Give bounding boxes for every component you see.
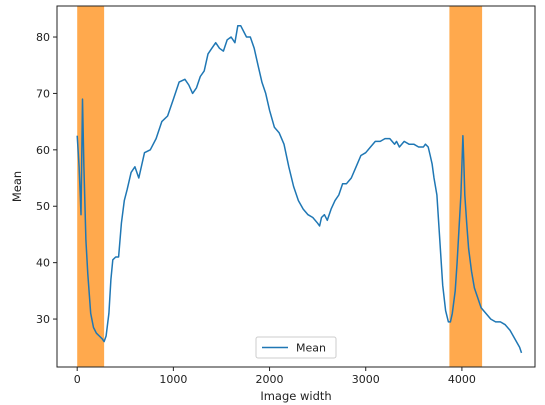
y-axis-label: Mean xyxy=(10,171,24,202)
x-axis-label: Image width xyxy=(260,389,331,403)
y-tick-label: 70 xyxy=(36,87,50,100)
y-tick-label: 60 xyxy=(36,144,50,157)
legend: Mean xyxy=(255,336,337,359)
x-tick-label: 2000 xyxy=(256,373,284,386)
y-tick-label: 80 xyxy=(36,31,50,44)
series-line-1 xyxy=(76,24,523,354)
x-tick-label: 4000 xyxy=(448,373,476,386)
y-axis-ticks: 30 40 50 60 70 80 xyxy=(36,31,57,326)
x-tick-label: 1000 xyxy=(159,373,187,386)
legend-label-mean: Mean xyxy=(296,342,326,355)
plot-frame xyxy=(56,5,536,368)
legend-box xyxy=(255,336,337,359)
highlight-span-2 xyxy=(449,6,483,367)
y-tick-label: 30 xyxy=(36,313,50,326)
x-tick-label: 3000 xyxy=(352,373,380,386)
x-tick-label: 0 xyxy=(74,373,81,386)
y-tick-label: 50 xyxy=(36,200,50,213)
highlight-spans xyxy=(77,6,483,367)
series-lines xyxy=(76,24,523,354)
y-tick-label: 40 xyxy=(36,257,50,270)
x-axis-ticks: 0 1000 2000 3000 4000 xyxy=(74,367,476,386)
